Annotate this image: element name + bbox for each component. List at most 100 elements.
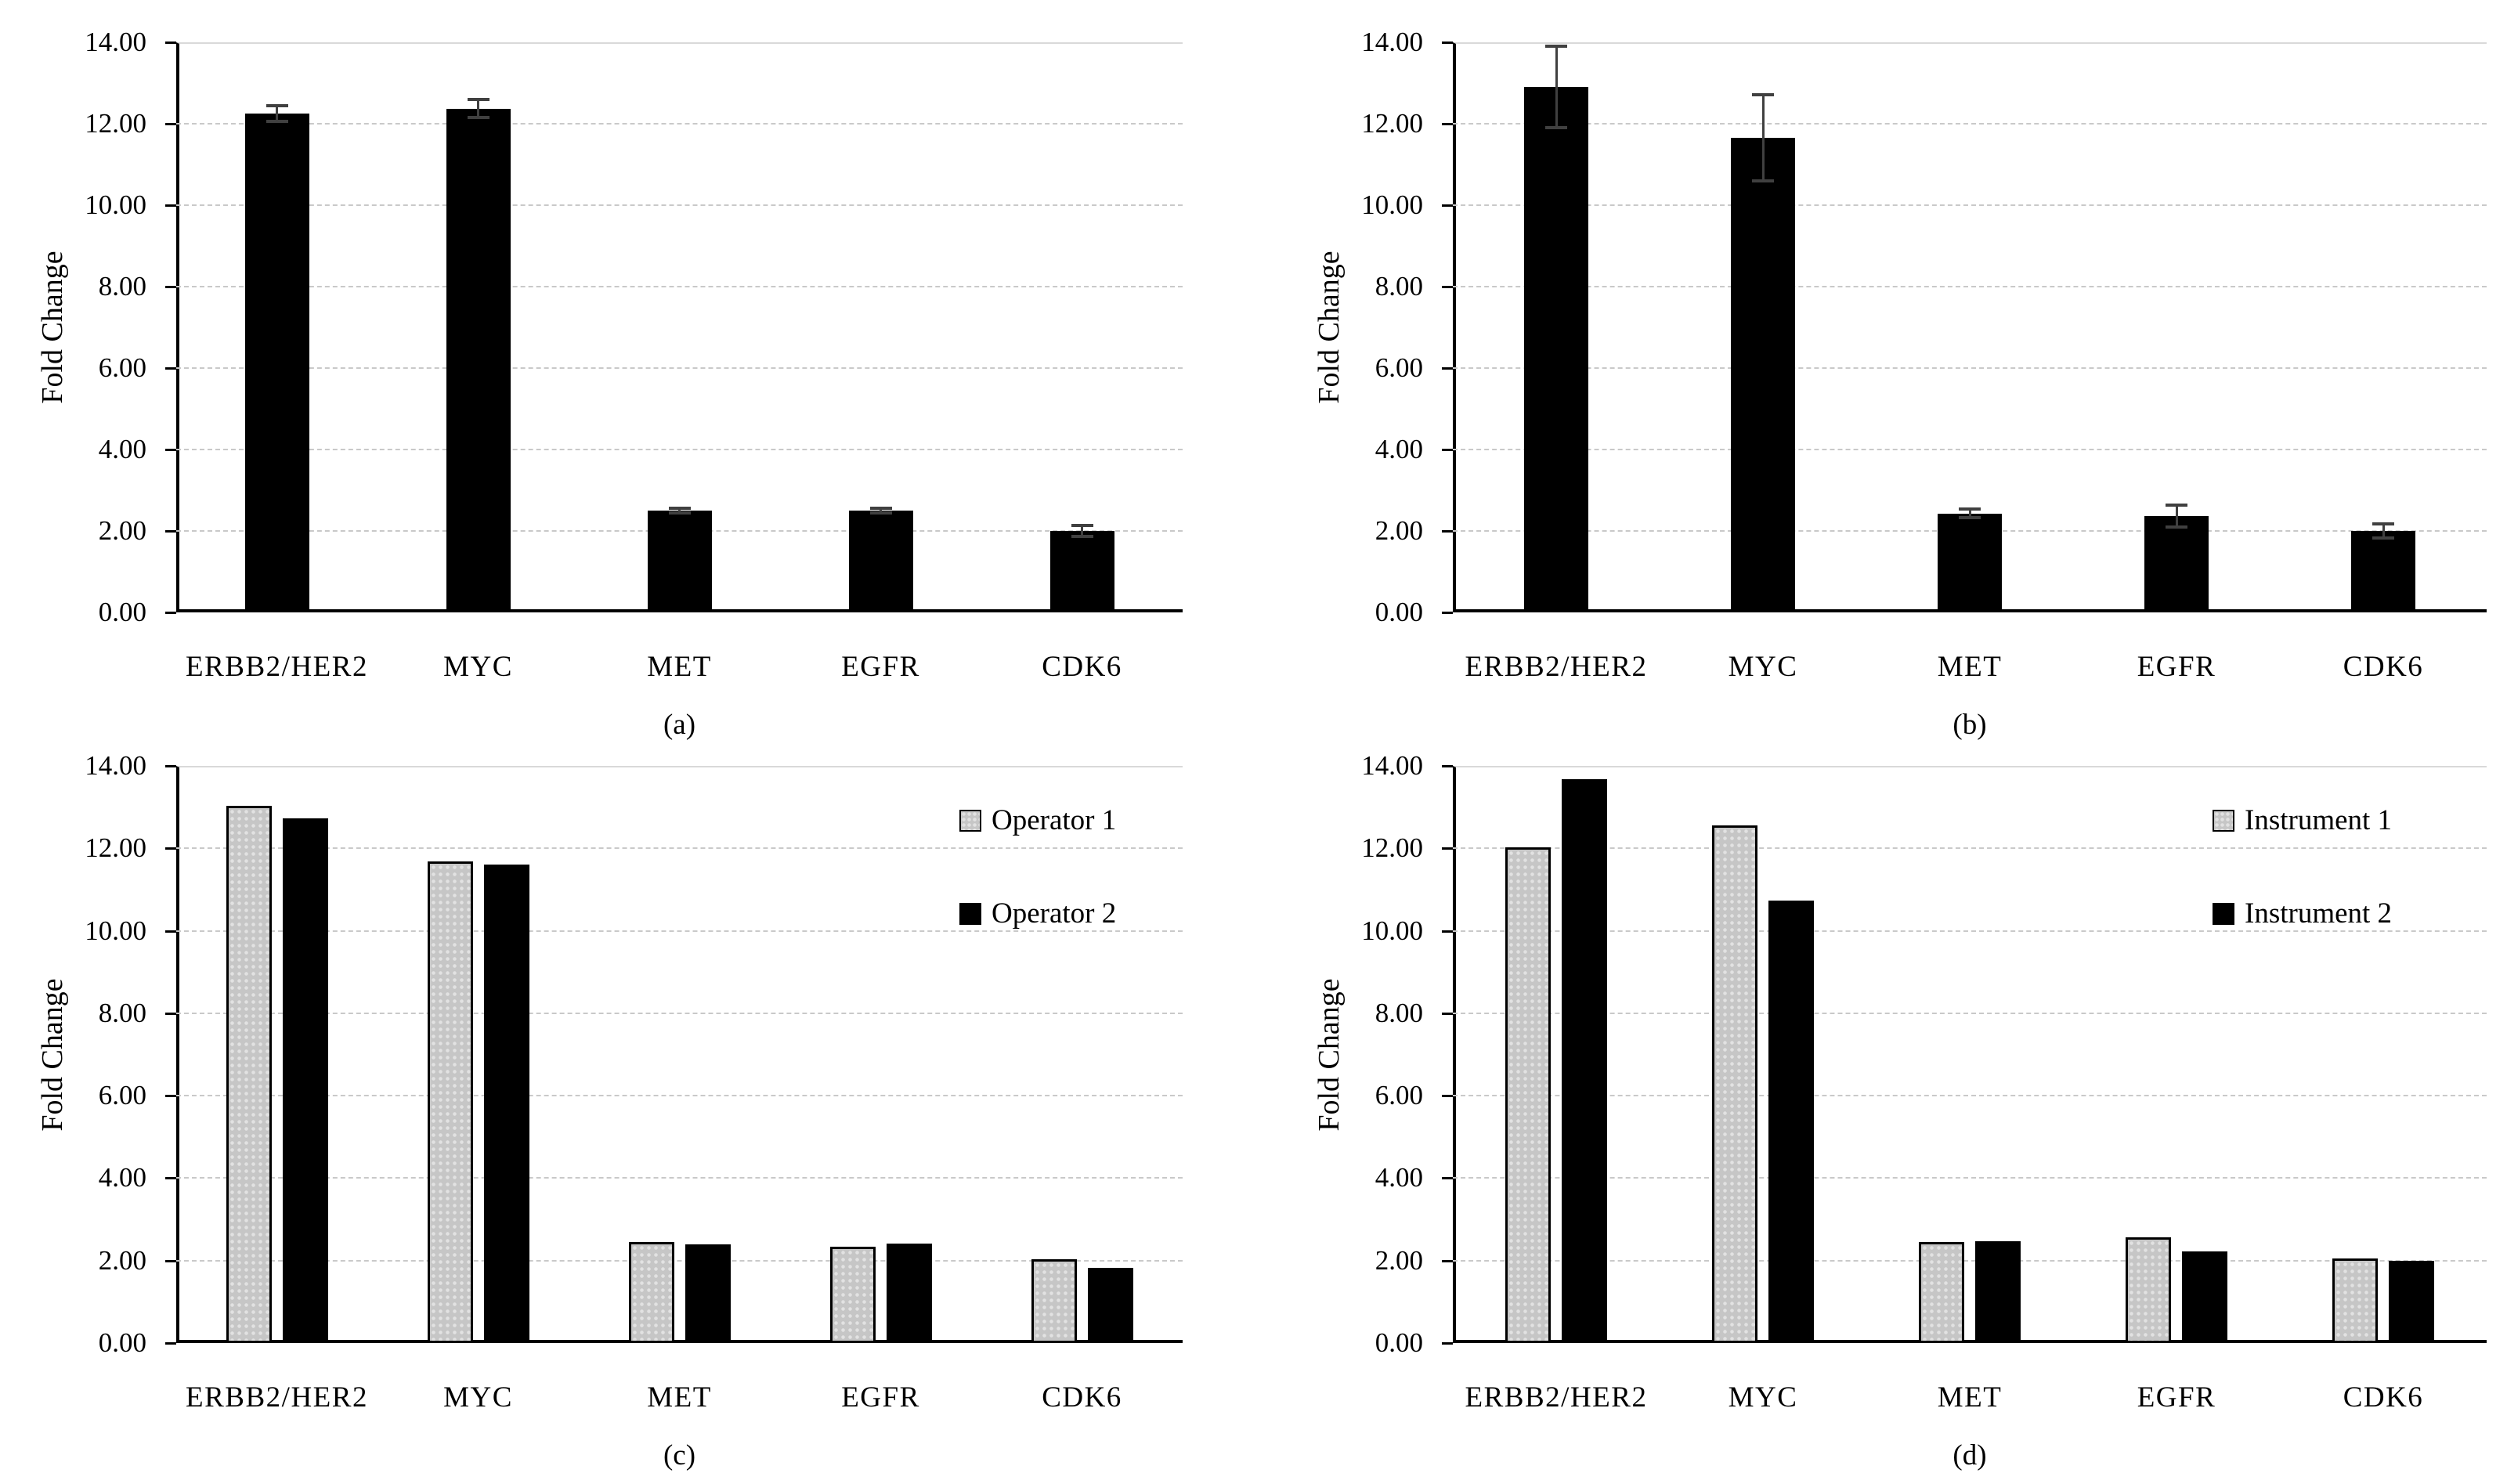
y-tick-mark (165, 612, 176, 614)
y-tick-mark (165, 1012, 176, 1015)
gridline (1453, 930, 2487, 932)
y-tick-label: 6.00 (98, 1080, 146, 1111)
gridline (1453, 1012, 2487, 1014)
error-bar-cap (2166, 525, 2187, 529)
y-axis-title: Fold Change (36, 977, 69, 1132)
y-tick-mark (165, 1259, 176, 1262)
y-tick-label: 0.00 (98, 1327, 146, 1358)
y-tick-label: 6.00 (1375, 352, 1423, 383)
x-axis-category-label: ERBB2/HER2 (1465, 1381, 1648, 1414)
error-bar-cap (668, 511, 691, 515)
gridline (1453, 1177, 2487, 1179)
y-axis-title: Fold Change (1313, 251, 1346, 404)
x-axis-category-label: ERBB2/HER2 (186, 651, 368, 683)
bar (2332, 1258, 2378, 1343)
y-tick-label: 12.00 (1361, 832, 1423, 864)
gridline (176, 1259, 1183, 1262)
x-axis-category-label: MYC (1728, 1381, 1798, 1414)
y-tick-label: 0.00 (98, 597, 146, 627)
black-series-swatch (959, 902, 981, 925)
y-tick-mark (165, 530, 176, 533)
black-series-swatch (2213, 902, 2234, 925)
y-tick-label: 2.00 (98, 515, 146, 546)
plot-area (1453, 766, 2487, 1343)
bar (226, 806, 272, 1343)
panel-caption: (b) (1952, 709, 1987, 741)
y-tick-label: 2.00 (1375, 515, 1423, 546)
gridline (1453, 449, 2487, 450)
y-tick-mark (1442, 204, 1453, 207)
y-tick-label: 12.00 (85, 108, 146, 139)
x-axis-category-label: EGFR (841, 1381, 920, 1414)
y-tick-label: 10.00 (1361, 190, 1423, 220)
error-bar-cap (2372, 536, 2394, 540)
gridline (176, 286, 1183, 287)
gridline (1453, 847, 2487, 850)
error-bar-line (477, 99, 479, 118)
bar (1524, 87, 1588, 612)
y-tick-mark (165, 847, 176, 850)
y-tick-mark (1442, 1177, 1453, 1180)
legend-label: Operator 2 (992, 897, 1117, 930)
y-tick-label: 10.00 (1361, 915, 1423, 946)
gridline (176, 1177, 1183, 1179)
legend-entry: Operator 1 (959, 803, 1116, 837)
y-tick-mark (165, 367, 176, 370)
y-tick-label: 6.00 (98, 352, 146, 383)
gridline (1453, 204, 2487, 206)
bar (1919, 1242, 1964, 1343)
y-tick-label: 4.00 (98, 434, 146, 464)
bar (1768, 901, 1814, 1343)
plot-area (176, 766, 1183, 1343)
bar (2351, 531, 2415, 612)
error-bar-line (276, 105, 278, 122)
bar (244, 114, 309, 612)
gridline (1453, 286, 2487, 287)
y-tick-mark (1442, 530, 1453, 533)
bar (1505, 847, 1551, 1343)
bar (829, 1247, 876, 1343)
error-bar-cap (869, 511, 892, 515)
x-axis-category-label: MET (1937, 651, 2003, 683)
panel-caption: (c) (663, 1439, 696, 1471)
y-tick-label: 14.00 (1361, 27, 1423, 57)
x-axis-category-label: ERBB2/HER2 (1465, 651, 1648, 683)
y-tick-label: 14.00 (85, 750, 146, 781)
error-bar-cap (467, 116, 489, 120)
error-bar-cap (266, 103, 288, 107)
legend-label: Instrument 2 (2245, 897, 2393, 930)
panel-caption: (d) (1952, 1439, 1987, 1471)
y-tick-mark (1442, 847, 1453, 850)
y-tick-mark (165, 123, 176, 125)
y-tick-label: 6.00 (1375, 1080, 1423, 1111)
panel-c: Fold Change 0.00 2.00 4.00 6.00 8.00 10.00 12.0… (0, 742, 1253, 1484)
y-tick-label: 14.00 (1361, 750, 1423, 781)
y-tick-label: 8.00 (1375, 271, 1423, 301)
gridline (176, 123, 1183, 125)
bar (446, 108, 511, 612)
y-tick-label: 14.00 (85, 27, 146, 57)
x-axis-category-label: MET (647, 1381, 712, 1414)
y-tick-mark (1442, 930, 1453, 933)
y-tick-label: 8.00 (1375, 997, 1423, 1028)
y-tick-mark (1442, 1095, 1453, 1098)
error-bar-line (678, 507, 681, 514)
error-bar-cap (1959, 516, 1981, 520)
y-tick-label: 0.00 (1375, 1327, 1423, 1358)
bar (1049, 531, 1114, 612)
error-bar-line (1555, 46, 1558, 128)
panel-caption: (a) (663, 709, 696, 741)
x-axis-category-label: CDK6 (1042, 1381, 1122, 1414)
y-tick-mark (1442, 1342, 1453, 1345)
y-tick-mark (1442, 123, 1453, 125)
bar (685, 1244, 731, 1343)
bar (427, 861, 473, 1343)
error-bar-cap (1752, 93, 1774, 97)
y-tick-mark (1442, 1012, 1453, 1015)
gridline (176, 367, 1183, 369)
y-tick-mark (165, 286, 176, 288)
x-axis-category-label: MYC (443, 1381, 513, 1414)
gridline (1453, 1095, 2487, 1097)
bar (848, 511, 913, 612)
y-tick-mark (165, 42, 176, 44)
